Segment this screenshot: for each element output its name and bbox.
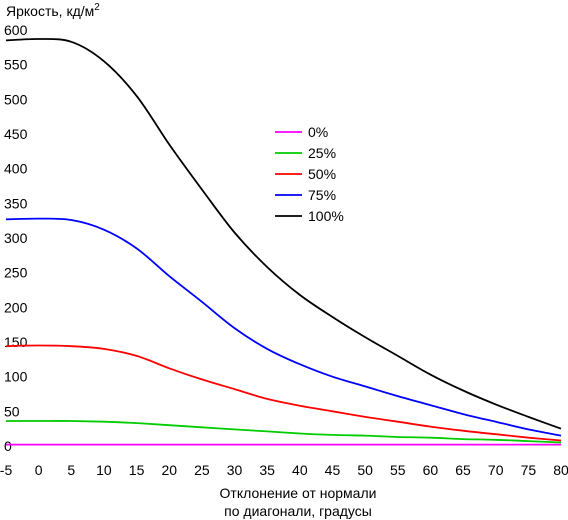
x-tick-label: 30: [227, 462, 243, 478]
x-tick-label: 10: [96, 462, 112, 478]
y-tick-label: 150: [4, 334, 28, 350]
x-tick-label: 70: [488, 462, 504, 478]
y-tick-label: 550: [4, 57, 28, 73]
x-tick-label: 55: [390, 462, 406, 478]
x-tick-label: 50: [357, 462, 373, 478]
y-axis-title-text: Яркость, кд/м: [6, 3, 94, 19]
x-tick-label: 45: [325, 462, 341, 478]
y-tick-label: 400: [4, 161, 28, 177]
x-axis-title-line2: по диагонали, градусы: [224, 503, 372, 519]
legend-label: 0%: [308, 124, 328, 140]
series-line: [5, 344, 562, 442]
y-tick-label: 300: [4, 230, 28, 246]
legend: 0% 25% 50% 75% 100%: [275, 124, 344, 224]
x-tick-label: 5: [67, 462, 75, 478]
y-tick-label: 100: [4, 369, 28, 385]
y-tick-label: 450: [4, 126, 28, 142]
x-tick-label: 65: [455, 462, 471, 478]
y-axis-title-superscript: 2: [94, 2, 100, 13]
y-tick-label: 350: [4, 195, 28, 211]
x-tick-label: 0: [35, 462, 43, 478]
y-axis: 0 50 100 150 200 250 300 350 400 450 500 550 600: [4, 22, 28, 454]
series-lines: [5, 38, 562, 446]
legend-label: 25%: [308, 145, 336, 161]
x-tick-label: 25: [194, 462, 210, 478]
x-tick-label: 75: [521, 462, 537, 478]
y-tick-label: 250: [4, 265, 28, 281]
series-line: [5, 38, 562, 430]
y-tick-label: 500: [4, 91, 28, 107]
legend-label: 75%: [308, 187, 336, 203]
x-tick-label: 80: [553, 462, 568, 478]
x-tick-label: 35: [259, 462, 275, 478]
y-tick-label: 0: [4, 438, 12, 454]
legend-label: 50%: [308, 166, 336, 182]
y-axis-title: Яркость, кд/м2: [6, 2, 100, 19]
x-tick-label: 15: [129, 462, 145, 478]
y-tick-label: 200: [4, 299, 28, 315]
x-tick-label: 40: [292, 462, 308, 478]
x-tick-label: -5: [0, 462, 12, 478]
y-tick-label: 50: [4, 403, 20, 419]
x-axis: -5 0 5 10 15 20 25 30 35 40 45 50 55 60 65 70 75 80: [0, 462, 568, 478]
legend-label: 100%: [308, 208, 344, 224]
series-line: [5, 217, 562, 437]
series-line: [5, 420, 562, 444]
x-tick-label: 20: [161, 462, 177, 478]
x-tick-label: 60: [423, 462, 439, 478]
x-axis-title-line1: Отклонение от нормали: [220, 485, 377, 501]
y-tick-label: 600: [4, 22, 28, 38]
